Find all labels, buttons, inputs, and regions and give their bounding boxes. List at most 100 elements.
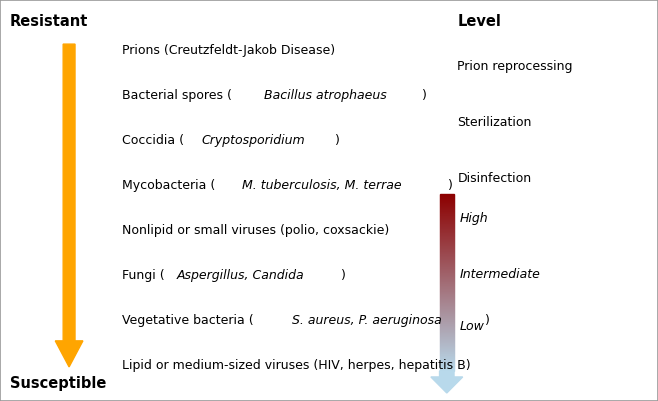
Bar bbox=[440, 357, 454, 358]
Text: High: High bbox=[459, 212, 488, 225]
Bar bbox=[440, 320, 454, 321]
Bar bbox=[440, 355, 454, 356]
Bar bbox=[440, 280, 454, 281]
Bar bbox=[440, 235, 454, 236]
Text: ): ) bbox=[422, 89, 427, 102]
Bar bbox=[440, 361, 454, 362]
Bar bbox=[440, 368, 454, 369]
Bar bbox=[440, 206, 454, 207]
Bar bbox=[440, 284, 454, 285]
Text: Prions (Creutzfeldt-Jakob Disease): Prions (Creutzfeldt-Jakob Disease) bbox=[122, 44, 335, 57]
Bar bbox=[440, 293, 454, 294]
Bar bbox=[440, 237, 454, 238]
Bar bbox=[440, 236, 454, 237]
Bar bbox=[440, 221, 454, 222]
Text: Vegetative bacteria (: Vegetative bacteria ( bbox=[122, 314, 253, 327]
Bar bbox=[440, 359, 454, 360]
Bar bbox=[440, 209, 454, 210]
Bar bbox=[440, 296, 454, 297]
Bar bbox=[440, 272, 454, 273]
Bar bbox=[440, 261, 454, 262]
Text: Cryptosporidium: Cryptosporidium bbox=[202, 134, 305, 147]
Bar bbox=[440, 204, 454, 205]
Bar bbox=[440, 207, 454, 208]
Bar bbox=[440, 244, 454, 245]
Bar bbox=[440, 257, 454, 258]
Text: Sterilization: Sterilization bbox=[457, 116, 532, 129]
Bar bbox=[440, 256, 454, 257]
Bar bbox=[440, 222, 454, 223]
Bar bbox=[440, 258, 454, 259]
Text: Prion reprocessing: Prion reprocessing bbox=[457, 60, 573, 73]
Bar bbox=[440, 304, 454, 305]
Bar bbox=[440, 195, 454, 196]
Bar bbox=[440, 219, 454, 220]
Bar bbox=[440, 208, 454, 209]
Bar bbox=[440, 305, 454, 306]
Bar bbox=[440, 202, 454, 203]
Bar bbox=[440, 306, 454, 307]
Bar bbox=[440, 295, 454, 296]
Bar bbox=[440, 226, 454, 227]
Bar bbox=[440, 232, 454, 233]
Bar bbox=[440, 265, 454, 266]
Bar bbox=[440, 333, 454, 334]
Bar bbox=[440, 323, 454, 324]
Bar bbox=[440, 294, 454, 295]
Bar bbox=[440, 229, 454, 230]
Text: ): ) bbox=[485, 314, 490, 327]
Text: Fungi (: Fungi ( bbox=[122, 269, 164, 282]
Bar bbox=[440, 227, 454, 228]
Bar bbox=[440, 297, 454, 298]
Bar bbox=[440, 242, 454, 243]
Bar bbox=[440, 238, 454, 239]
Text: Intermediate: Intermediate bbox=[459, 268, 540, 281]
Bar bbox=[440, 216, 454, 217]
Bar bbox=[440, 267, 454, 268]
Bar bbox=[440, 331, 454, 332]
Text: Susceptible: Susceptible bbox=[10, 376, 106, 391]
Text: Bacterial spores (: Bacterial spores ( bbox=[122, 89, 232, 102]
Bar bbox=[440, 298, 454, 299]
Bar bbox=[440, 346, 454, 347]
Bar bbox=[440, 264, 454, 265]
Bar bbox=[440, 239, 454, 240]
Bar bbox=[440, 252, 454, 253]
Bar bbox=[440, 196, 454, 197]
Bar bbox=[440, 337, 454, 338]
Bar bbox=[440, 365, 454, 366]
Bar bbox=[440, 212, 454, 213]
Bar bbox=[440, 327, 454, 328]
Bar bbox=[440, 210, 454, 211]
Bar bbox=[440, 332, 454, 333]
Bar bbox=[440, 292, 454, 293]
Bar bbox=[440, 281, 454, 282]
Text: Level: Level bbox=[457, 14, 501, 29]
Bar bbox=[440, 358, 454, 359]
Bar bbox=[440, 367, 454, 368]
Bar bbox=[440, 354, 454, 355]
Bar bbox=[440, 273, 454, 274]
Text: Mycobacteria (: Mycobacteria ( bbox=[122, 179, 215, 192]
Bar bbox=[440, 336, 454, 337]
Bar bbox=[440, 319, 454, 320]
Bar bbox=[440, 271, 454, 272]
Bar bbox=[440, 299, 454, 300]
Bar bbox=[440, 213, 454, 214]
Text: Aspergillus, Candida: Aspergillus, Candida bbox=[177, 269, 305, 282]
Bar bbox=[440, 259, 454, 260]
Bar bbox=[440, 255, 454, 256]
Bar bbox=[440, 266, 454, 267]
Bar bbox=[440, 310, 454, 311]
Text: Low: Low bbox=[459, 320, 484, 333]
Bar bbox=[440, 308, 454, 309]
Bar bbox=[440, 341, 454, 342]
Text: Lipid or medium-sized viruses (HIV, herpes, hepatitis B): Lipid or medium-sized viruses (HIV, herp… bbox=[122, 359, 470, 372]
Bar bbox=[440, 223, 454, 224]
Bar bbox=[440, 286, 454, 287]
Bar bbox=[440, 322, 454, 323]
Bar bbox=[440, 268, 454, 269]
Bar bbox=[440, 326, 454, 327]
Bar bbox=[440, 263, 454, 264]
Bar bbox=[440, 343, 454, 344]
